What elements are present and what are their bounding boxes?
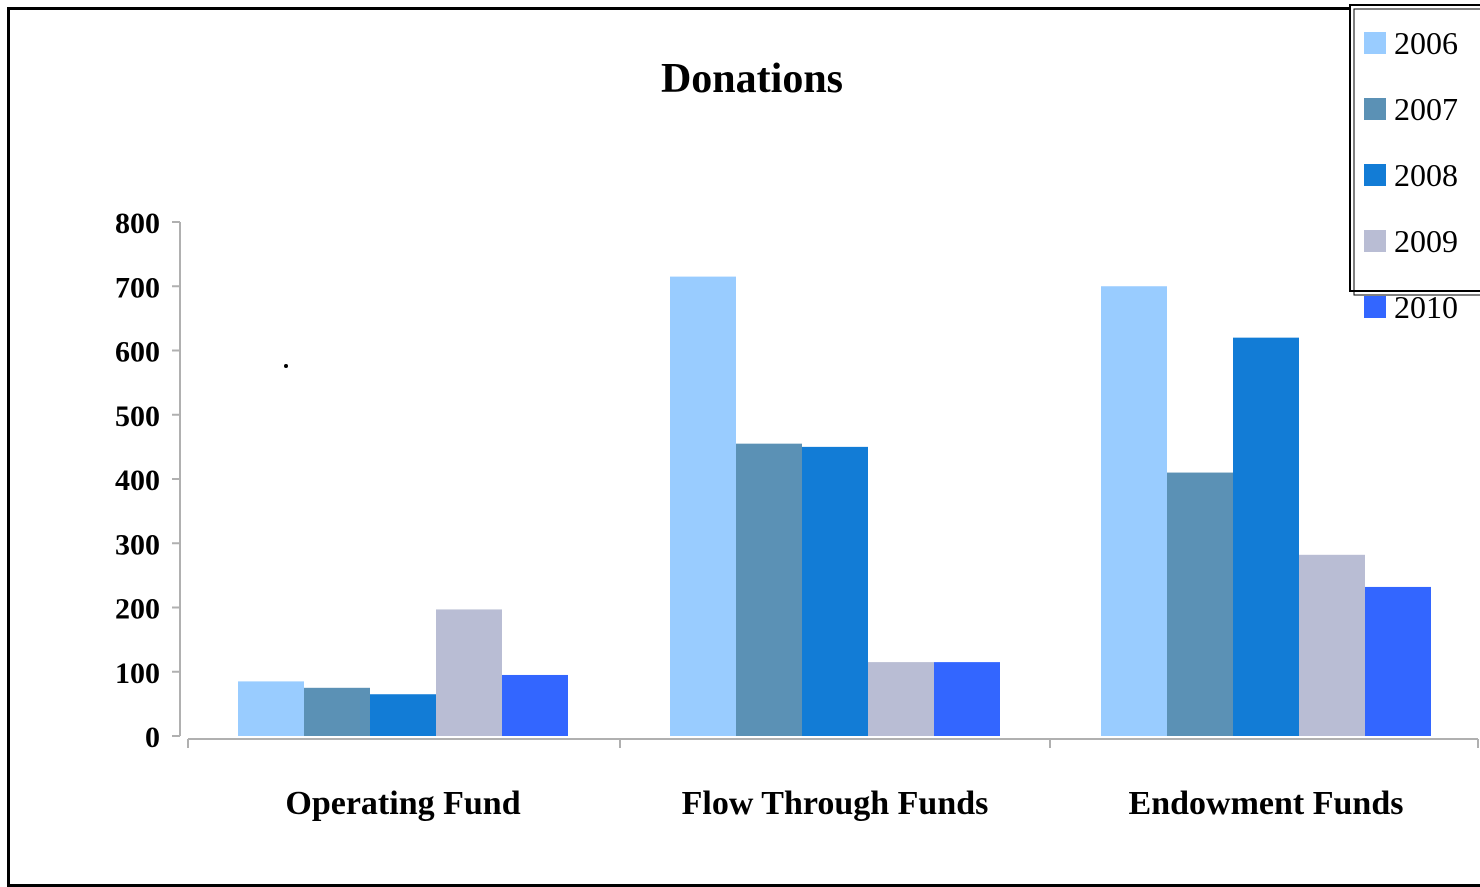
y-tick-label: 400 (115, 464, 160, 497)
x-category-label: Operating Fund (285, 785, 520, 822)
bar-2010-1 (934, 662, 1000, 736)
bar-2010-0 (502, 674, 568, 736)
y-tick-label: 0 (145, 721, 160, 754)
bar-2010-2 (1365, 586, 1431, 736)
bar-2006-0 (238, 681, 304, 736)
y-tick-label: 500 (115, 400, 160, 433)
y-tick-label: 300 (115, 528, 160, 561)
bar-2008-2 (1233, 337, 1299, 736)
legend-label: 2008 (1394, 157, 1458, 193)
legend-swatch (1364, 296, 1386, 318)
bar-2006-1 (670, 276, 736, 736)
bar-2009-0 (436, 609, 502, 736)
bar-2008-1 (802, 446, 868, 736)
y-tick-label: 200 (115, 593, 160, 626)
legend-shadow (1353, 8, 1480, 296)
bar-2009-2 (1299, 554, 1365, 736)
legend-swatch (1364, 230, 1386, 252)
y-tick-label: 700 (115, 271, 160, 304)
bar-2007-0 (304, 687, 370, 736)
bar-2007-2 (1167, 472, 1233, 736)
legend-swatch (1364, 32, 1386, 54)
bar-2007-1 (736, 443, 802, 736)
legend-label: 2010 (1394, 289, 1458, 325)
y-axis: 0 100 200 300 400 500 600 700 800 (115, 207, 181, 754)
y-tick-label: 100 (115, 657, 160, 690)
y-tick-label: 600 (115, 336, 160, 369)
x-axis: Operating Fund Flow Through Funds Endowmen… (187, 738, 1479, 822)
bar-2006-2 (1101, 286, 1167, 736)
legend-label: 2007 (1394, 91, 1458, 127)
chart-title: Donations (661, 56, 843, 102)
legend-swatch (1364, 98, 1386, 120)
y-tick-label: 800 (115, 207, 160, 240)
x-category-label: Flow Through Funds (682, 785, 989, 822)
bar-2009-1 (868, 662, 934, 736)
x-category-label: Endowment Funds (1129, 785, 1404, 822)
legend-label: 2006 (1394, 25, 1458, 61)
legend-swatch (1364, 164, 1386, 186)
legend-label: 2009 (1394, 223, 1458, 259)
bar-2008-0 (370, 694, 436, 736)
legend: 2006 2007 2008 2009 2010 (1349, 4, 1480, 325)
stray-dot (284, 364, 288, 368)
bars (238, 276, 1431, 736)
